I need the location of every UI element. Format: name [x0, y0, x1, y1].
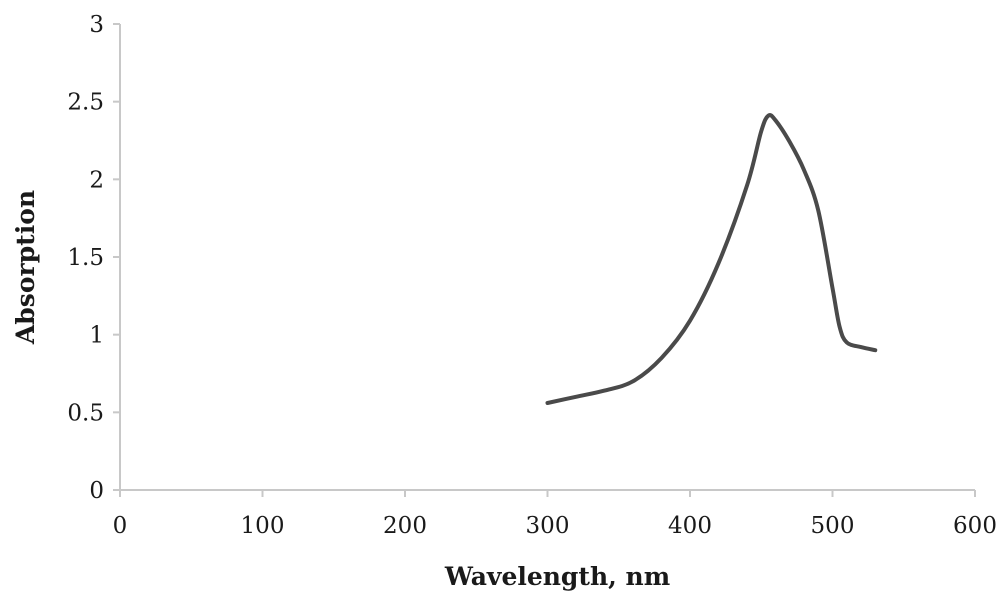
x-tick-label: 400 — [668, 513, 712, 539]
x-axis-title: Wavelength, nm — [444, 562, 670, 591]
y-tick-label: 2.5 — [67, 90, 104, 116]
y-axis-title: Absorption — [11, 190, 40, 345]
y-axis-ticks: 0 0.5 1 1.5 2 2.5 3 — [67, 12, 120, 504]
axes — [119, 24, 975, 491]
y-tick-label: 3 — [89, 12, 104, 38]
y-tick-label: 1.5 — [67, 245, 104, 271]
series-layer — [545, 113, 878, 406]
y-tick-label: 2 — [89, 167, 104, 193]
x-tick-label: 500 — [811, 513, 855, 539]
y-tick-label: 1 — [89, 323, 104, 349]
y-tick-label: 0 — [89, 478, 104, 504]
x-tick-label: 100 — [241, 513, 285, 539]
x-tick-label: 200 — [383, 513, 427, 539]
absorption-series-line — [545, 113, 878, 406]
x-tick-label: 300 — [526, 513, 570, 539]
x-axis-ticks: 0 100 200 300 400 500 600 — [113, 490, 997, 539]
x-tick-label: 0 — [113, 513, 128, 539]
y-tick-label: 0.5 — [67, 400, 104, 426]
x-tick-label: 600 — [953, 513, 997, 539]
